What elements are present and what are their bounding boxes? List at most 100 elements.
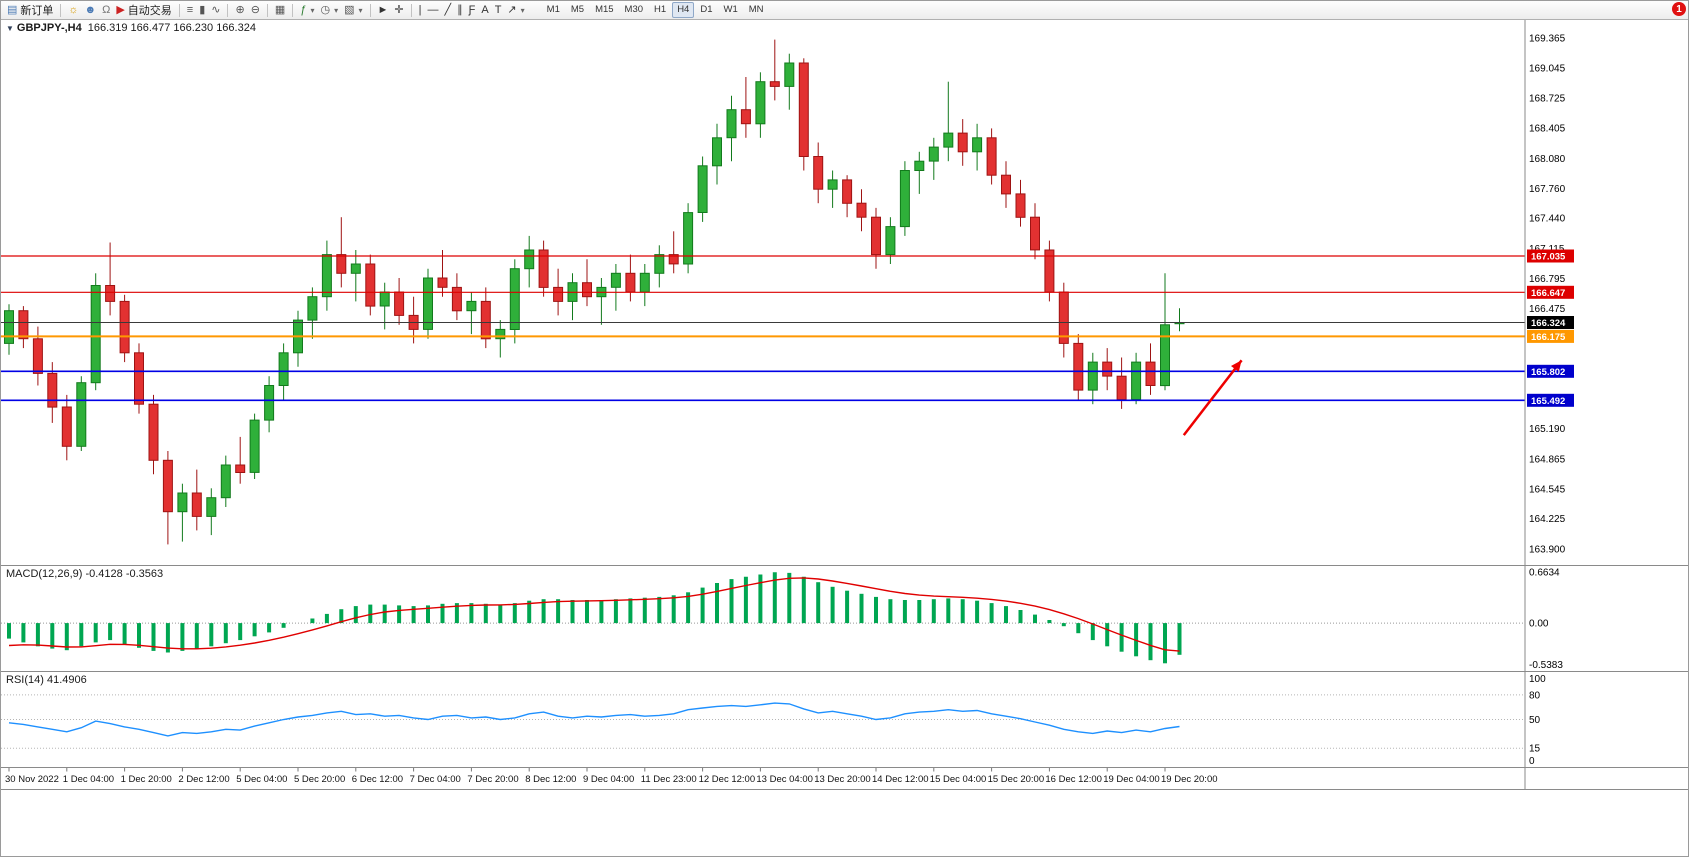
zoom-out-button[interactable]: ⊖ xyxy=(248,2,263,18)
charts-button[interactable]: ☼ xyxy=(65,2,81,18)
svg-text:166.475: 166.475 xyxy=(1529,304,1566,315)
main-chart-canvas[interactable]: 169.365 169.045 168.725 168.405 168.080 167.7… xyxy=(1,20,1688,565)
svg-text:13 Dec 04:00: 13 Dec 04:00 xyxy=(756,774,813,785)
timeframe-m15-button[interactable]: M15 xyxy=(595,4,614,15)
timeframe-m5-button[interactable]: M5 xyxy=(570,4,585,15)
timeframe-bar: M1 M5 M15 M30 H1 H4 D1 W1 MN xyxy=(542,2,769,18)
bottom-filler xyxy=(1,790,1688,856)
label-button[interactable]: T xyxy=(492,2,505,18)
svg-text:168.080: 168.080 xyxy=(1529,154,1566,165)
vertical-line-button[interactable]: | xyxy=(416,2,425,18)
rsi-label: RSI(14) 41.4906 xyxy=(6,674,87,686)
svg-text:8 Dec 12:00: 8 Dec 12:00 xyxy=(525,774,576,785)
bar-chart-icon: ≡ xyxy=(186,4,194,16)
dropdown-caret-icon: ▾ xyxy=(520,5,525,15)
tile-windows-button[interactable]: ▦ xyxy=(272,2,288,18)
zoom-out-icon: ⊖ xyxy=(250,4,260,16)
bar-chart-button[interactable]: ≡ xyxy=(184,2,196,18)
svg-text:167.760: 167.760 xyxy=(1529,184,1566,195)
time-axis-canvas[interactable]: 30 Nov 2022 1 Dec 04:00 1 Dec 20:00 2 Dec 1… xyxy=(1,768,1688,789)
svg-text:7 Dec 04:00: 7 Dec 04:00 xyxy=(410,774,461,785)
toolbar-separator xyxy=(178,3,180,17)
crosshair-button[interactable]: ✛ xyxy=(391,2,406,18)
svg-text:5 Dec 04:00: 5 Dec 04:00 xyxy=(236,774,287,785)
dropdown-caret-icon: ▾ xyxy=(310,5,315,15)
arrows-button[interactable]: ↗ ▾ xyxy=(504,2,527,18)
svg-text:165.190: 165.190 xyxy=(1529,424,1566,435)
candlestick-chart-button[interactable]: ▮ xyxy=(196,2,208,18)
notification-badge[interactable]: 1 xyxy=(1672,2,1686,16)
svg-text:2 Dec 12:00: 2 Dec 12:00 xyxy=(178,774,229,785)
symbol-timeframe: GBPJPY-,H4 xyxy=(16,22,82,34)
person-icon: ☻ xyxy=(84,4,97,16)
macd-panel[interactable]: 0.6634 0.00 -0.5383 MACD(12,26,9) -0.4128 … xyxy=(1,566,1688,672)
svg-text:0.6634: 0.6634 xyxy=(1529,567,1560,578)
time-axis[interactable]: 30 Nov 2022 1 Dec 04:00 1 Dec 20:00 2 Dec 1… xyxy=(1,768,1688,790)
timeframe-h4-button[interactable]: H4 xyxy=(672,2,695,18)
timeframe-m1-button[interactable]: M1 xyxy=(546,4,560,15)
timeframe-d1-button[interactable]: D1 xyxy=(700,4,713,15)
chart-symbol-label: ▼ GBPJPY-,H4 166.319 166.477 166.230 166.3… xyxy=(6,22,256,34)
vertical-line-icon: | xyxy=(418,4,422,16)
headset-icon: Ω xyxy=(102,4,111,16)
bulb-icon: ☼ xyxy=(68,4,79,16)
svg-text:169.045: 169.045 xyxy=(1529,64,1566,75)
toolbar-separator xyxy=(410,3,412,17)
svg-text:9 Dec 04:00: 9 Dec 04:00 xyxy=(583,774,634,785)
sounds-button[interactable]: Ω xyxy=(99,2,113,18)
chart-collapse-icon[interactable]: ▼ xyxy=(6,24,14,33)
dropdown-caret-icon: ▾ xyxy=(334,5,339,15)
play-icon: ▶ xyxy=(116,4,125,16)
new-order-button[interactable]: ▤ 新订单 xyxy=(4,2,56,18)
periods-button[interactable]: ◷ ▾ xyxy=(317,2,341,18)
svg-text:19 Dec 04:00: 19 Dec 04:00 xyxy=(1103,774,1160,785)
timeframe-mn-button[interactable]: MN xyxy=(748,4,764,15)
text-button[interactable]: A xyxy=(478,2,491,18)
svg-text:12 Dec 12:00: 12 Dec 12:00 xyxy=(699,774,756,785)
cursor-button[interactable]: ► xyxy=(375,2,392,18)
svg-text:16 Dec 12:00: 16 Dec 12:00 xyxy=(1045,774,1102,785)
new-order-icon: ▤ xyxy=(7,4,18,16)
main-chart-panel[interactable]: 169.365 169.045 168.725 168.405 168.080 167.7… xyxy=(1,20,1688,566)
svg-text:80: 80 xyxy=(1529,690,1541,701)
templates-button[interactable]: ▧ ▾ xyxy=(341,2,365,18)
toolbar-separator xyxy=(60,3,62,17)
new-order-button-label: 新订单 xyxy=(20,5,54,17)
svg-text:6 Dec 12:00: 6 Dec 12:00 xyxy=(352,774,403,785)
zoom-in-button[interactable]: ⊕ xyxy=(232,2,247,18)
timeframe-w1-button[interactable]: W1 xyxy=(723,4,738,15)
svg-text:166.795: 166.795 xyxy=(1529,274,1566,285)
line-chart-icon: ∿ xyxy=(211,4,221,16)
crosshair-icon: ✛ xyxy=(394,4,404,16)
line-chart-button[interactable]: ∿ xyxy=(208,2,223,18)
horizontal-line-button[interactable]: — xyxy=(424,2,441,18)
timeframe-h1-button[interactable]: H1 xyxy=(654,4,667,15)
svg-text:168.405: 168.405 xyxy=(1529,124,1566,135)
arrow-object-icon: ↗ xyxy=(507,4,517,16)
cursor-icon: ► xyxy=(377,4,389,16)
macd-label: MACD(12,26,9) -0.4128 -0.3563 xyxy=(6,568,164,580)
svg-text:166.175: 166.175 xyxy=(1531,332,1566,343)
svg-text:167.035: 167.035 xyxy=(1531,252,1566,263)
fibonacci-button[interactable]: Ƒ xyxy=(466,2,479,18)
rsi-canvas[interactable]: 100 80 50 15 0 xyxy=(1,672,1688,767)
svg-text:164.225: 164.225 xyxy=(1529,514,1566,525)
auto-trading-button-label: 自动交易 xyxy=(127,5,172,17)
channel-button[interactable]: ∥ xyxy=(454,2,466,18)
svg-text:0.00: 0.00 xyxy=(1529,619,1549,630)
toolbar-separator xyxy=(292,3,294,17)
timeframe-m30-button[interactable]: M30 xyxy=(624,4,644,15)
svg-text:50: 50 xyxy=(1529,715,1541,726)
toolbar-separator xyxy=(227,3,229,17)
svg-text:164.545: 164.545 xyxy=(1529,484,1566,495)
svg-text:163.900: 163.900 xyxy=(1529,545,1566,556)
indicators-icon: ƒ xyxy=(300,4,307,16)
indicators-button[interactable]: ƒ ▾ xyxy=(297,2,317,18)
trendline-button[interactable]: ╱ xyxy=(441,2,454,18)
svg-text:164.865: 164.865 xyxy=(1529,454,1566,465)
auto-trading-button[interactable]: ▶ 自动交易 xyxy=(113,2,174,18)
macd-canvas[interactable]: 0.6634 0.00 -0.5383 xyxy=(1,566,1688,671)
profile-button[interactable]: ☻ xyxy=(82,2,100,18)
svg-text:30 Nov 2022: 30 Nov 2022 xyxy=(5,774,59,785)
rsi-panel[interactable]: 100 80 50 15 0 RSI(14) 41.4906 xyxy=(1,672,1688,768)
